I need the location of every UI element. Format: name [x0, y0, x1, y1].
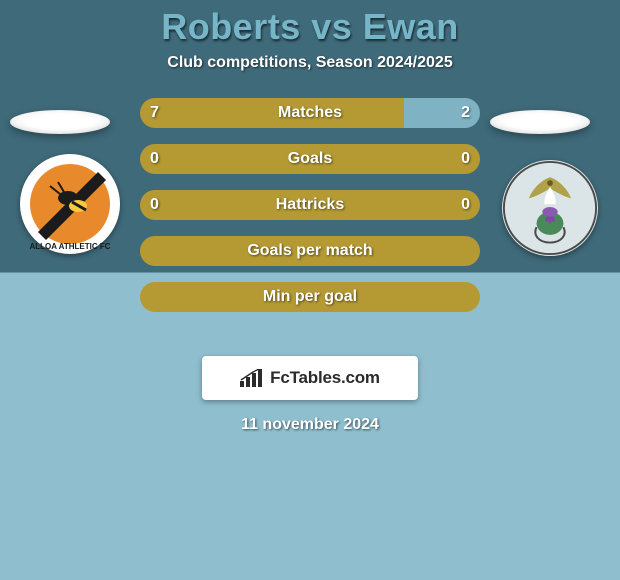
player-shadow-left	[10, 110, 110, 134]
stat-row: Goals00	[140, 144, 480, 174]
stat-seg-left	[140, 190, 480, 220]
page-subtitle: Club competitions, Season 2024/2025	[167, 54, 452, 72]
stat-seg-left	[140, 282, 480, 312]
stat-row: Hattricks00	[140, 190, 480, 220]
stat-bars: Matches72 Goals00 Hattricks00 Goals per mat…	[140, 98, 480, 312]
stat-row: Min per goal	[140, 282, 480, 312]
club-crest-right	[502, 160, 598, 256]
player-shadow-right	[490, 110, 590, 134]
stat-seg-left	[140, 144, 480, 174]
svg-text:ALLOA ATHLETIC FC: ALLOA ATHLETIC FC	[29, 242, 110, 251]
brand-badge: FcTables.com	[202, 356, 418, 400]
stat-row: Goals per match	[140, 236, 480, 266]
stat-seg-left	[140, 98, 404, 128]
brand-chart-icon	[240, 369, 264, 387]
page-title: Roberts vs Ewan	[161, 6, 459, 48]
stat-row: Matches72	[140, 98, 480, 128]
comparison-arena: ALLOA ATHLETIC FC Matches72 Goals00 Hattri…	[0, 98, 620, 338]
stat-seg-right	[404, 98, 480, 128]
stat-seg-left	[140, 236, 480, 266]
date-text: 11 november 2024	[241, 416, 379, 434]
content-root: Roberts vs Ewan Club competitions, Seaso…	[0, 0, 620, 434]
club-crest-left: ALLOA ATHLETIC FC	[20, 154, 120, 254]
brand-text: FcTables.com	[270, 368, 380, 388]
